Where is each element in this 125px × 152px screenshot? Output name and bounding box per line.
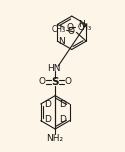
Text: O: O	[66, 23, 73, 32]
Text: S: S	[51, 77, 59, 87]
Text: D: D	[59, 115, 66, 124]
Text: NH₂: NH₂	[47, 134, 64, 143]
Text: O: O	[68, 27, 74, 36]
Text: N: N	[78, 20, 85, 29]
Text: CH₃: CH₃	[52, 25, 66, 34]
Text: O: O	[39, 77, 46, 86]
Text: CH₃: CH₃	[78, 23, 92, 32]
Text: D: D	[44, 115, 51, 124]
Text: N: N	[58, 37, 65, 46]
Text: D: D	[44, 100, 51, 109]
Text: O: O	[64, 77, 71, 86]
Text: D: D	[59, 100, 66, 109]
Text: HN: HN	[48, 64, 61, 73]
